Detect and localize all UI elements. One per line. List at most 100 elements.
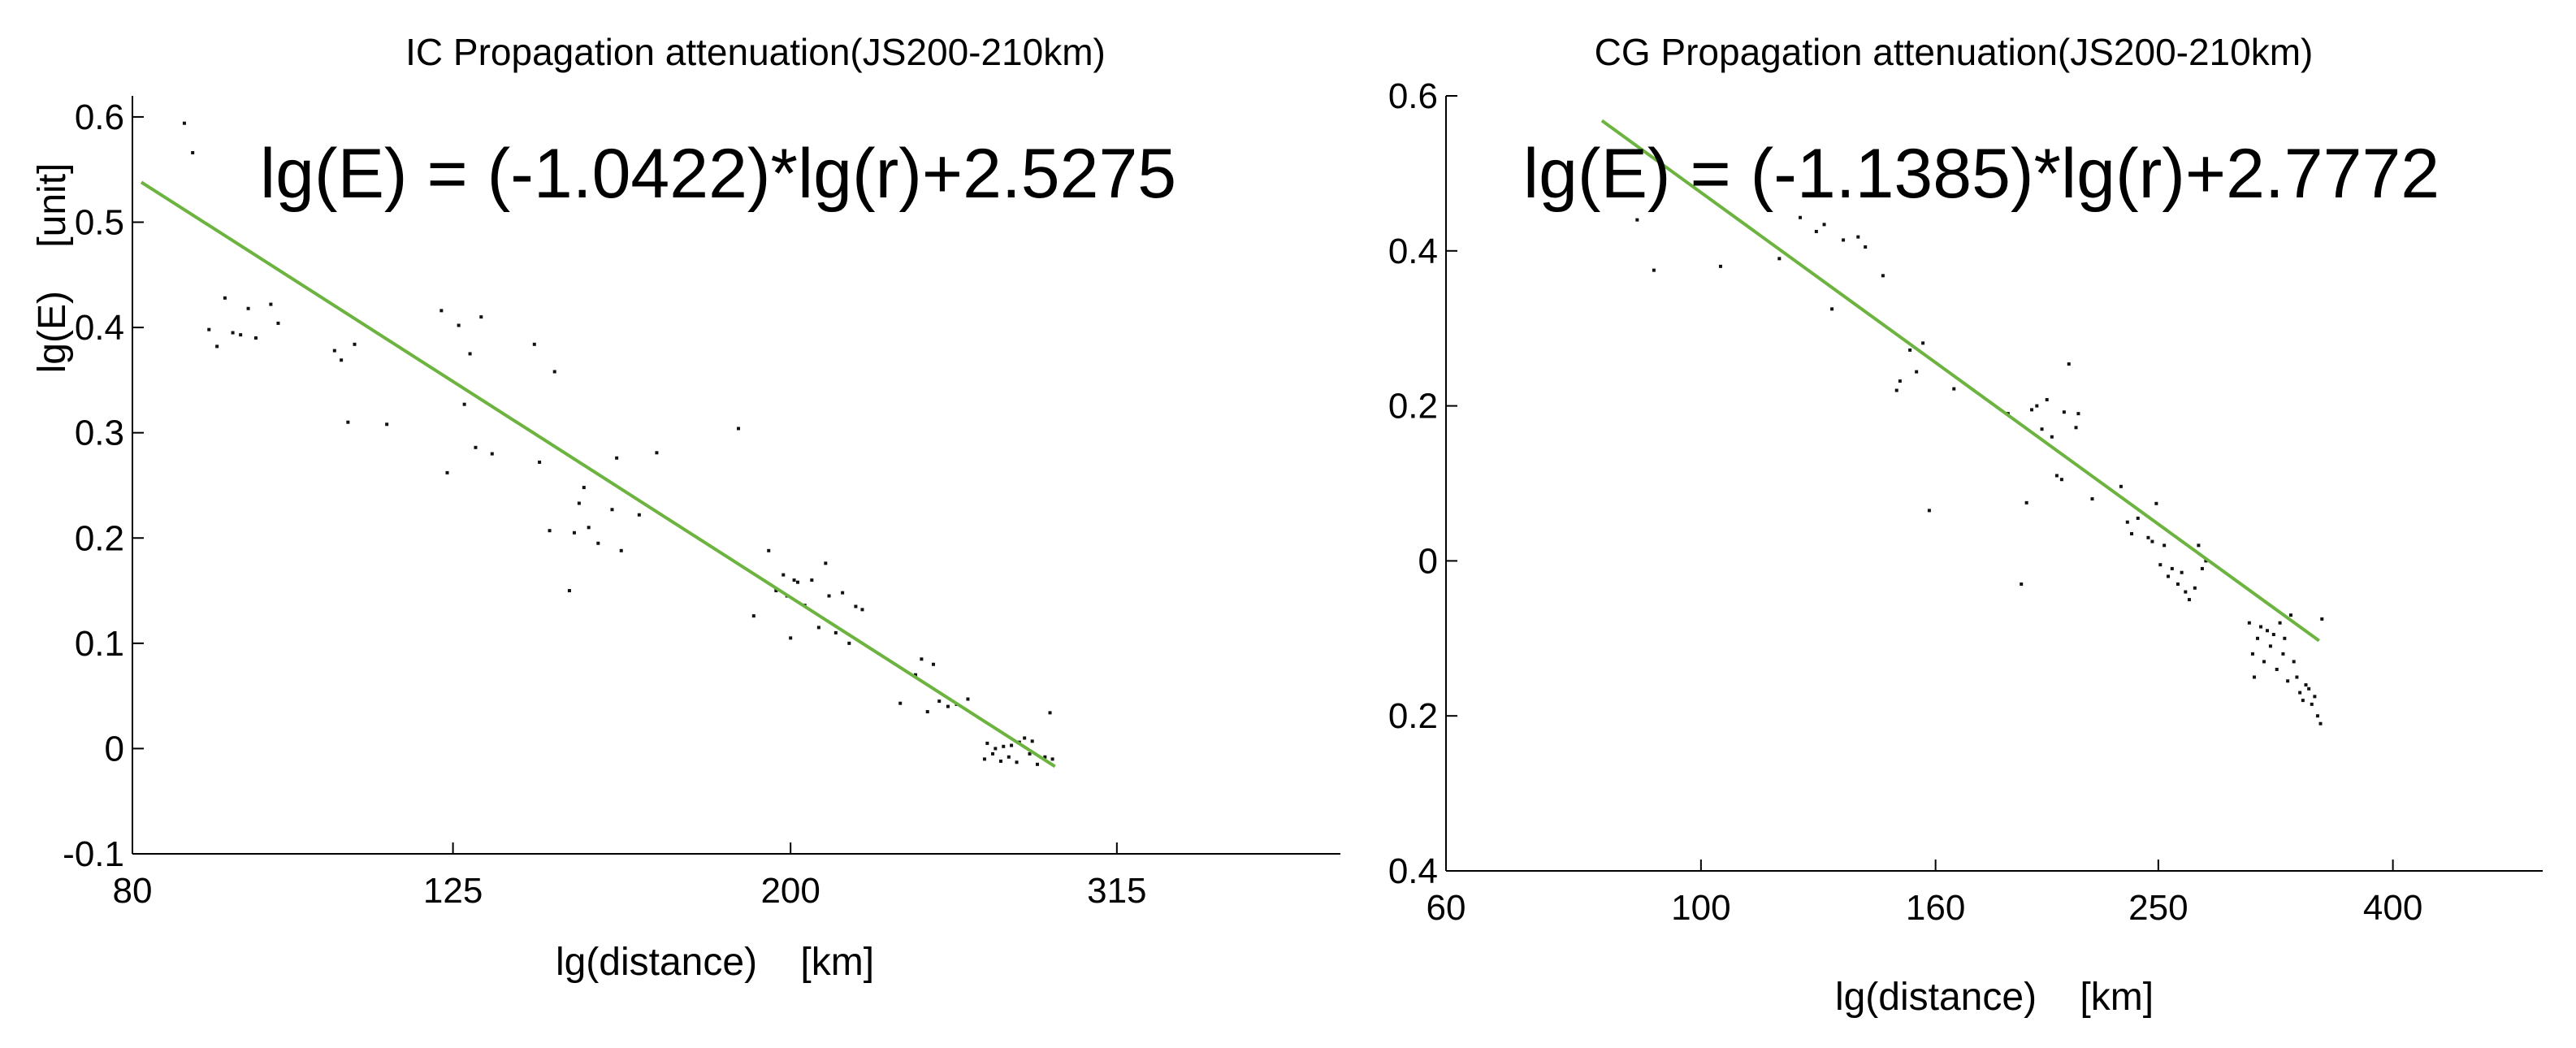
cg-data-point (2163, 543, 2167, 548)
ic-data-point (1030, 739, 1034, 743)
cg-x-axis-label: lg(distance) [km] (1835, 976, 2154, 1019)
cg-data-point (2298, 691, 2302, 695)
cg-x-tick-label: 250 (2128, 888, 2188, 928)
ic-data-point (946, 704, 950, 708)
cg-data-point (2286, 679, 2290, 683)
ic-data-point (353, 342, 357, 346)
ic-data-point (795, 580, 799, 584)
cg-data-point (2180, 570, 2184, 574)
cg-x-tick-label: 400 (2363, 888, 2422, 928)
ic-data-point (998, 759, 1002, 763)
cg-data-point (1777, 257, 1782, 261)
cg-data-point (2136, 516, 2140, 520)
ic-data-point (982, 757, 986, 761)
ic-data-point (737, 427, 741, 431)
cg-data-point (1814, 229, 1818, 233)
cg-data-point (1830, 307, 1834, 311)
ic-data-point (1035, 762, 1039, 766)
ic-data-point (246, 306, 250, 310)
ic-equation: lg(E) = (-1.0422)*lg(r)+2.5275 (260, 135, 1176, 213)
cg-data-point (2320, 617, 2324, 621)
cg-data-point (1799, 215, 1803, 219)
ic-data-point (269, 302, 273, 306)
cg-data-point (2281, 652, 2285, 656)
ic-data-point (898, 701, 903, 705)
cg-data-point (2130, 532, 2134, 536)
cg-data-point (1894, 388, 1898, 392)
ic-data-point (231, 331, 235, 335)
cg-equation: lg(E) = (-1.1385)*lg(r)+2.7772 (1523, 135, 2440, 213)
ic-data-point (767, 548, 771, 552)
ic-data-point (1048, 711, 1052, 715)
ic-data-point (827, 594, 831, 598)
cg-data-point (2054, 474, 2059, 478)
cg-x-tick-label: 100 (1671, 888, 1730, 928)
cg-data-point (2184, 590, 2188, 594)
cg-data-point (2067, 362, 2071, 366)
cg-data-point (2262, 660, 2266, 664)
ic-data-point (346, 420, 350, 424)
ic-y-tick-label: 0.5 (75, 203, 124, 243)
cg-data-point (2304, 683, 2308, 687)
cg-data-point (2204, 559, 2208, 563)
ic-y-tick-label: 0 (105, 729, 124, 769)
cg-data-point (1908, 348, 1912, 352)
cg-data-point (2050, 435, 2054, 439)
ic-data-point (920, 657, 924, 661)
cg-data-point (2146, 535, 2150, 539)
cg-data-point (2268, 644, 2272, 648)
ic-data-point (774, 589, 778, 593)
ic-y-tick-label: 0.1 (75, 624, 124, 664)
cg-data-point (2295, 675, 2299, 679)
ic-data-point (824, 561, 828, 565)
cg-data-point (1864, 245, 1868, 249)
cg-data-point (2271, 633, 2275, 637)
cg-data-point (2059, 478, 2063, 482)
ic-data-point (932, 662, 936, 666)
ic-data-point (577, 501, 581, 505)
cg-y-tick-label: 0.4 (1388, 232, 1438, 271)
ic-x-tick-label: 125 (423, 871, 483, 911)
cg-data-point (2310, 702, 2314, 706)
cg-data-point (2265, 629, 2269, 633)
cg-data-point (2307, 686, 2311, 691)
ic-data-point (833, 630, 838, 634)
ic-data-point (1050, 757, 1054, 761)
ic-y-tick-label: -0.1 (63, 834, 124, 874)
cg-data-point (1881, 274, 1885, 278)
ic-data-point (854, 604, 858, 608)
cg-data-point (2074, 426, 2078, 430)
ic-y-tick-label: 0.4 (75, 308, 124, 348)
cg-data-point (2040, 427, 2044, 431)
ic-y-tick-label: 0.2 (75, 518, 124, 558)
cg-y-tick-label: 0.2 (1388, 696, 1438, 736)
ic-data-point (462, 402, 466, 406)
ic-data-point (191, 150, 195, 154)
ic-data-point (781, 573, 786, 577)
ic-data-point (474, 445, 478, 449)
ic-data-point (841, 591, 845, 595)
ic-data-point (567, 589, 571, 593)
cg-data-point (2250, 652, 2254, 656)
cg-y-tick-label: 0.6 (1388, 76, 1438, 116)
ic-data-point (637, 513, 641, 517)
ic-data-point (552, 370, 556, 374)
ic-data-point (985, 741, 989, 745)
cg-data-point (1856, 235, 1860, 239)
cg-chart-title: CG Propagation attenuation(JS200-210km) (1595, 31, 2314, 73)
ic-data-point (991, 751, 995, 756)
cg-data-point (2193, 586, 2197, 590)
ic-data-point (966, 697, 970, 701)
ic-data-point (215, 344, 219, 349)
cg-x-tick-label: 160 (1906, 888, 1965, 928)
cg-data-point (2062, 410, 2066, 414)
ic-data-point (751, 614, 755, 618)
ic-data-point (1010, 743, 1014, 747)
ic-data-point (610, 508, 614, 512)
ic-data-point (994, 747, 998, 751)
ic-y-axis-label: lg(E) [unit] (31, 163, 74, 374)
ic-data-point (253, 336, 258, 340)
ic-data-point (532, 342, 536, 346)
ic-data-point (615, 456, 619, 460)
ic-data-point (587, 526, 591, 530)
